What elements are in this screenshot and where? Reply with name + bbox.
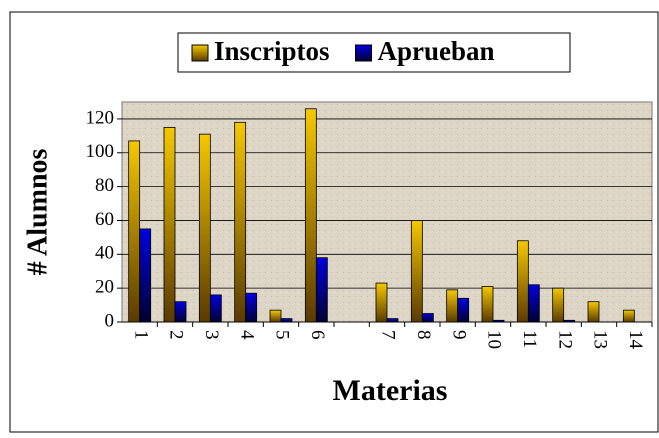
bar [269,309,282,323]
x-tick-label: 7 [378,330,399,340]
y-tick-label: 40 [95,243,114,264]
bar [410,220,423,323]
x-tick-label: 6 [307,330,328,340]
legend-swatch [191,44,209,62]
x-tick-label: 2 [166,330,187,340]
bar [587,301,600,323]
x-tick-label: 1 [130,330,151,340]
bar [446,289,459,323]
x-tick-label: 3 [201,330,222,340]
y-tick-label: 0 [105,310,115,331]
bar [492,319,505,323]
bar [315,257,328,323]
y-axis-label: # Alumnos [22,148,53,275]
x-tick-label: 13 [590,330,611,349]
bar [622,309,635,323]
y-tick-label: 80 [95,175,114,196]
bar [198,133,211,323]
bar [421,313,434,323]
x-tick-label: 5 [272,330,293,340]
bar [527,284,540,323]
bar [245,292,258,323]
x-tick-label: 14 [625,330,646,350]
legend [177,32,571,73]
bar [563,319,576,323]
legend-swatch [355,44,373,62]
bar [209,294,222,323]
y-tick-label: 100 [86,141,115,162]
legend-label: Aprueban [378,36,495,66]
bar [280,318,293,323]
bar [128,140,141,323]
x-tick-label: 10 [484,330,505,349]
legend-label: Inscriptos [214,36,330,66]
y-tick-label: 120 [86,107,115,128]
bar [139,228,152,323]
x-tick-label: 8 [413,330,434,340]
x-tick-label: 9 [448,330,469,340]
bar [386,318,399,323]
x-tick-label: 12 [554,330,575,349]
bar [234,121,247,323]
bar [163,126,176,323]
y-tick-label: 20 [95,277,114,298]
bar [375,282,388,323]
x-axis-label: Materias [333,374,448,407]
bar [457,297,470,323]
bar [481,286,494,323]
bar [174,301,187,323]
x-tick-label: 11 [519,330,540,348]
bar [304,108,317,323]
y-tick-label: 60 [95,209,114,230]
bar [516,240,529,323]
x-tick-label: 4 [236,330,257,340]
bar [552,287,565,323]
